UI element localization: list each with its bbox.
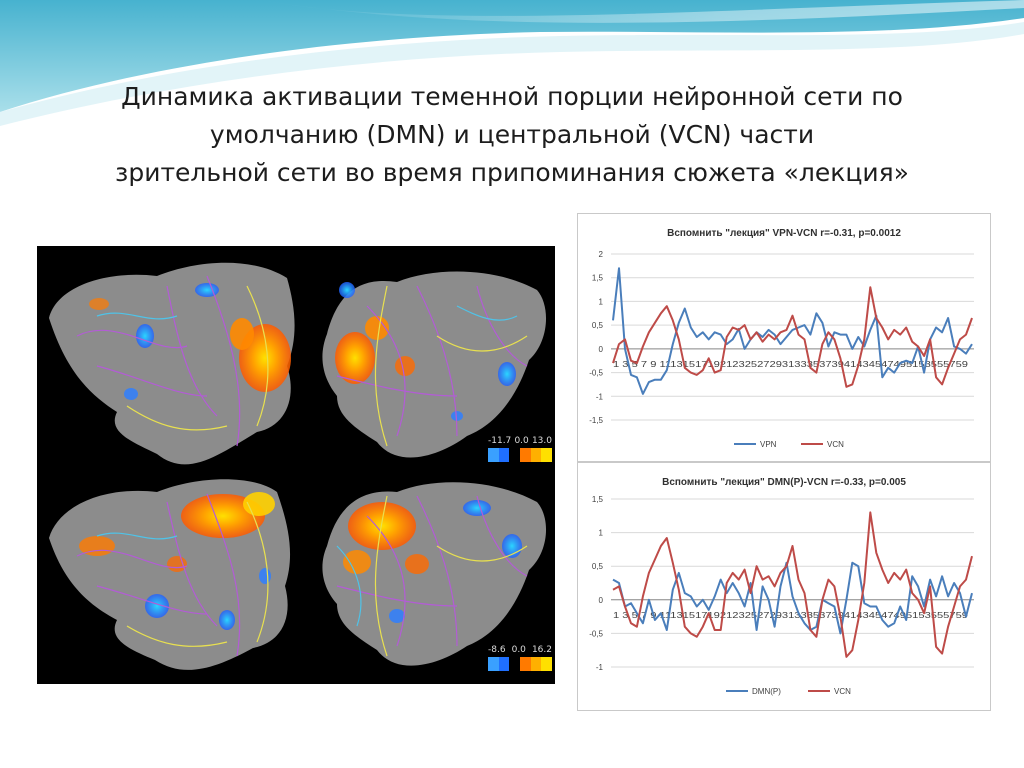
series-line-vcn	[612, 511, 973, 658]
y-tick-label: 1,5	[592, 274, 604, 283]
y-tick-label: 1	[599, 529, 604, 538]
legend-label: VCN	[827, 440, 844, 449]
chart-title: Вспомнить "лекция" VPN-VCN r=-0.31, p=0.…	[667, 228, 901, 239]
scale-bottom-zero: 0.0	[511, 645, 526, 655]
y-tick-label: 2	[599, 250, 604, 259]
y-tick-label: 0,5	[592, 321, 604, 330]
chart-dmn-vcn: Вспомнить "лекция" DMN(P)-VCN r=-0.33, p…	[577, 462, 991, 711]
brain-activation-maps: -11.7 0.0 13.0 -8.6 0.0 16.2	[37, 246, 555, 684]
y-tick-label: 0	[599, 345, 604, 354]
y-tick-label: -1,5	[589, 416, 603, 425]
slide-title: Динамика активации теменной порции нейро…	[40, 78, 984, 192]
chart-vpn-vcn-plot: Вспомнить "лекция" VPN-VCN r=-0.31, p=0.…	[589, 228, 974, 449]
y-tick-label: -1	[596, 392, 604, 401]
color-scale-bottom: -8.6 0.0 16.2	[488, 645, 553, 675]
y-tick-label: 0,5	[592, 562, 604, 571]
legend-label: DMN(P)	[752, 687, 781, 696]
scale-top-min: -11.7	[488, 436, 512, 446]
y-tick-label: -1	[596, 663, 604, 672]
brain-maps-figure	[49, 262, 547, 670]
header-wave-decoration	[0, 0, 1024, 126]
chart-dmn-vcn-plot: Вспомнить "лекция" DMN(P)-VCN r=-0.33, p…	[589, 477, 974, 696]
scale-top-max: 13.0	[531, 436, 552, 446]
scale-bottom-max: 16.2	[531, 645, 552, 655]
chart-title: Вспомнить "лекция" DMN(P)-VCN r=-0.33, p…	[662, 477, 906, 488]
y-tick-label: 0	[599, 596, 604, 605]
color-scale-top: -11.7 0.0 13.0	[488, 436, 553, 466]
y-tick-label: -0,5	[589, 369, 603, 378]
x-tick-labels: 1 3 5 7 9 111315171921232527293133353739…	[613, 360, 969, 369]
y-tick-label: 1,5	[592, 495, 604, 504]
x-tick-labels: 1 3 5 7 9 111315171921232527293133353739…	[613, 611, 969, 620]
brain-map-bottom-right	[322, 482, 547, 666]
brain-map-bottom-left	[49, 479, 291, 670]
chart-vpn-vcn: Вспомнить "лекция" VPN-VCN r=-0.31, p=0.…	[577, 213, 991, 462]
brain-map-top-right	[322, 271, 547, 458]
series-line-dmn-p	[612, 561, 973, 635]
legend-label: VCN	[834, 687, 851, 696]
legend-label: VPN	[760, 440, 777, 449]
title-line-3: зрительной сети во время припоминания сю…	[115, 158, 909, 187]
scale-top-colorbar	[488, 448, 553, 462]
series-line-vcn	[612, 286, 973, 388]
scale-bottom-min: -8.6	[488, 645, 506, 655]
scale-bottom-colorbar	[488, 657, 553, 671]
title-line-1: Динамика активации теменной порции нейро…	[121, 82, 903, 111]
y-tick-label: 1	[599, 297, 604, 306]
title-line-2: умолчанию (DMN) и центральной (VCN) част…	[209, 120, 815, 149]
y-tick-label: -0,5	[589, 629, 603, 638]
series-line-vpn	[612, 267, 973, 395]
scale-top-zero: 0.0	[514, 436, 529, 446]
brain-map-top-left	[49, 262, 295, 465]
